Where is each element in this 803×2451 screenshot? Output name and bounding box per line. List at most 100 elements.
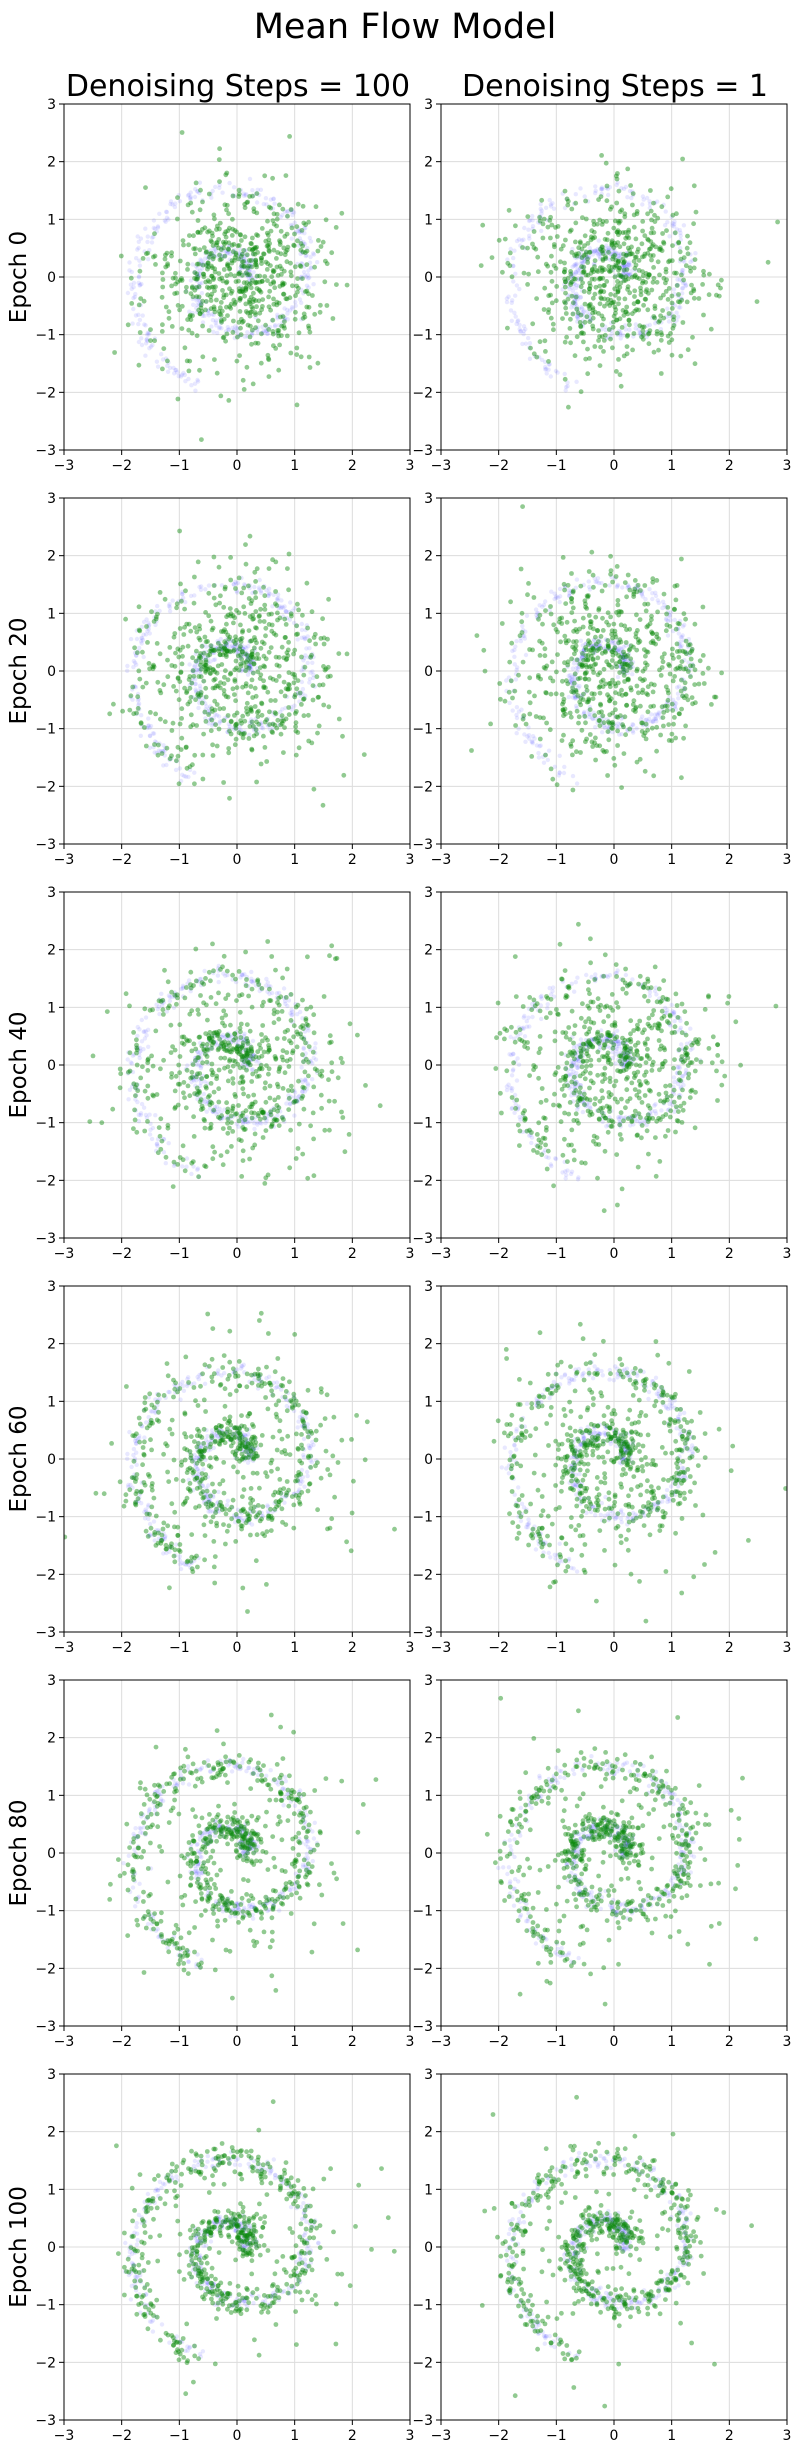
target-point: [565, 280, 570, 285]
generated-point: [267, 675, 273, 681]
generated-point: [555, 629, 560, 635]
target-point: [606, 247, 612, 252]
target-point: [626, 262, 631, 268]
target-point: [306, 285, 311, 290]
target-point: [578, 313, 583, 318]
generated-point: [142, 725, 147, 730]
target-point: [224, 1037, 229, 1042]
target-point: [617, 264, 622, 269]
target-point: [217, 325, 222, 330]
generated-point: [267, 249, 272, 254]
generated-point: [570, 644, 575, 650]
target-point: [297, 297, 303, 302]
target-point: [670, 223, 675, 228]
generated-point: [679, 297, 685, 303]
generated-point: [636, 268, 642, 273]
target-point: [603, 328, 608, 333]
target-point: [604, 185, 609, 191]
generated-point: [211, 667, 216, 673]
generated-point: [551, 242, 557, 247]
generated-point: [254, 262, 259, 268]
generated-point: [226, 648, 232, 654]
generated-point: [253, 258, 259, 264]
generated-point: [217, 146, 223, 152]
generated-point: [648, 239, 654, 245]
generated-point: [292, 692, 298, 698]
target-point: [131, 306, 136, 312]
target-point: [270, 721, 275, 726]
generated-point: [217, 276, 223, 282]
target-point: [532, 736, 537, 741]
generated-point: [663, 280, 668, 286]
generated-point: [283, 173, 289, 179]
generated-point: [700, 671, 706, 676]
generated-point: [553, 266, 559, 271]
target-point: [290, 707, 295, 712]
generated-point: [627, 665, 633, 671]
generated-point: [633, 704, 639, 710]
target-point: [238, 728, 244, 733]
generated-point: [552, 244, 557, 250]
generated-point: [672, 583, 678, 589]
generated-point: [259, 261, 264, 266]
target-point: [517, 286, 522, 292]
target-point: [620, 271, 626, 277]
target-point: [582, 648, 587, 653]
target-point: [212, 650, 217, 655]
generated-point: [636, 258, 642, 263]
generated-point: [609, 658, 615, 663]
target-point: [620, 585, 625, 590]
target-point: [136, 696, 141, 702]
target-point: [665, 610, 670, 615]
target-point: [681, 685, 686, 691]
generated-point: [651, 265, 656, 270]
generated-point: [270, 331, 276, 337]
generated-point: [602, 332, 608, 338]
generated-point: [569, 206, 575, 212]
target-point: [575, 319, 580, 324]
generated-point: [268, 645, 274, 650]
target-point: [622, 660, 627, 665]
generated-point: [613, 574, 619, 579]
target-point: [233, 324, 238, 329]
generated-point: [252, 262, 258, 267]
generated-point: [222, 627, 227, 632]
generated-point: [173, 275, 178, 281]
generated-point: [587, 250, 592, 255]
target-point: [583, 655, 588, 660]
generated-point: [200, 199, 205, 205]
target-point: [245, 264, 250, 269]
generated-point: [582, 319, 588, 325]
generated-point: [257, 288, 263, 294]
target-point: [172, 994, 177, 999]
target-point: [196, 705, 201, 711]
target-point: [593, 184, 598, 189]
generated-point: [612, 252, 618, 258]
target-point: [259, 987, 265, 992]
target-point: [304, 1087, 309, 1092]
generated-point: [674, 270, 679, 276]
target-point: [543, 752, 548, 757]
generated-point: [690, 701, 695, 707]
target-point: [625, 728, 630, 734]
generated-point: [613, 690, 618, 696]
target-point: [171, 365, 176, 371]
generated-point: [194, 294, 200, 299]
generated-point: [221, 681, 227, 686]
target-point: [233, 1040, 238, 1045]
generated-point: [175, 1102, 181, 1108]
generated-point: [576, 720, 581, 726]
target-point: [630, 664, 635, 670]
target-point: [540, 754, 546, 760]
target-point: [527, 345, 532, 350]
generated-point: [274, 223, 279, 229]
target-point: [215, 973, 221, 978]
target-point: [251, 1052, 256, 1058]
generated-point: [582, 233, 588, 239]
target-point: [574, 781, 580, 786]
target-point: [305, 634, 310, 639]
target-point: [209, 312, 215, 317]
generated-point: [600, 677, 606, 683]
target-point: [144, 1115, 150, 1120]
target-point: [301, 667, 307, 672]
